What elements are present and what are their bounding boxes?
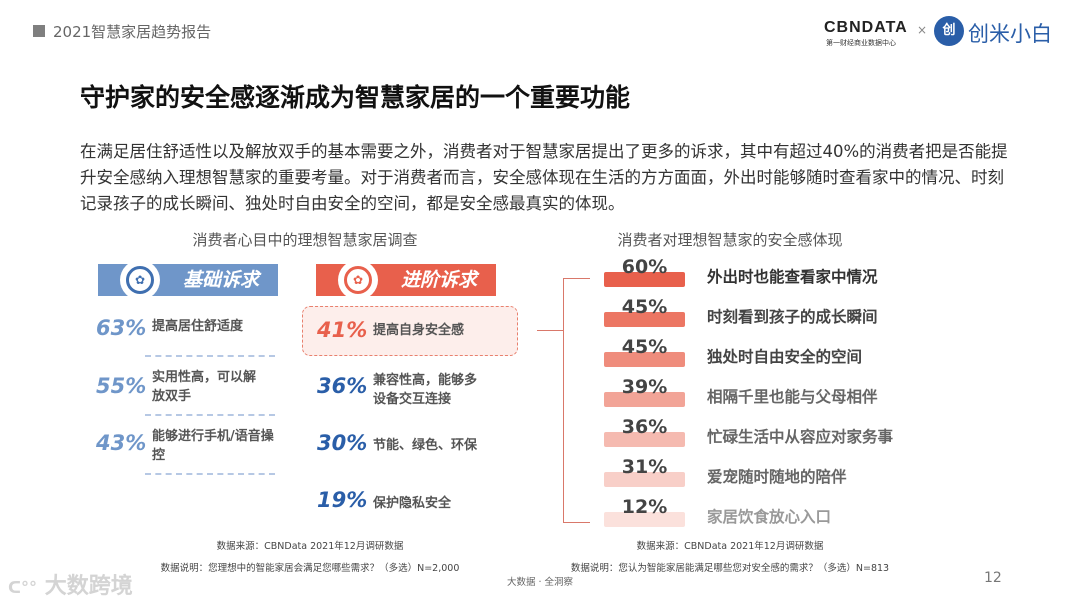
advanced-text: 节能、绿色、环保: [373, 438, 478, 453]
basic-text: 能够进行手机/语音操控: [152, 429, 274, 463]
highlight-box: [302, 306, 518, 356]
safety-bar: [604, 352, 685, 367]
safety-bar: [604, 512, 685, 527]
page-title: 守护家的安全感逐渐成为智慧家居的一个重要功能: [80, 83, 631, 112]
safety-label: 爱宠随时随地的陪伴: [707, 468, 847, 486]
safety-bar: [604, 392, 685, 407]
left-note: 数据说明：您理想中的智能家居会满足您哪些需求？（多选）N=2,000: [160, 563, 460, 574]
watermark-logo-icon: ᑕ°°: [8, 578, 38, 597]
cbndata-logo: CBNDATA: [824, 19, 908, 36]
safety-pct: 36%: [621, 416, 668, 438]
intro-paragraph: 在满足居住舒适性以及解放双手的基本需要之外，消费者对于智慧家居提出了更多的诉求，…: [80, 142, 1008, 213]
basic-pct: 63%: [96, 316, 147, 340]
safety-label: 家居饮食放心入口: [707, 508, 832, 526]
advanced-pct: 30%: [317, 431, 368, 455]
divider: [145, 414, 275, 416]
safety-pct: 39%: [621, 376, 668, 398]
left-section-title: 消费者心目中的理想智慧家居调查: [192, 231, 418, 249]
footer-tagline: 大数据 · 全洞察: [506, 577, 574, 588]
basic-text: 实用性高，可以解放双手: [152, 370, 257, 404]
partner-logo-text: 创米小白: [968, 22, 1052, 46]
basic-needs-label: 基础诉求: [183, 269, 260, 291]
safety-item-row: 12% 家居饮食放心入口: [604, 496, 894, 528]
safety-bar: [604, 312, 685, 327]
safety-item-row: 60% 外出时也能查看家中情况: [604, 256, 894, 288]
advanced-pct: 41%: [317, 318, 368, 342]
watermark: ᑕ°° 大数跨境: [8, 568, 133, 600]
right-source: 数据来源：CBNData 2021年12月调研数据: [636, 541, 824, 552]
connector-line: [537, 330, 564, 331]
advanced-pct: 36%: [317, 374, 368, 398]
safety-item-row: 39% 相隔千里也能与父母相伴: [604, 376, 894, 408]
report-title: 2021智慧家居趋势报告: [53, 23, 212, 41]
safety-label: 外出时也能查看家中情况: [707, 268, 878, 286]
safety-pct: 12%: [621, 496, 668, 518]
safety-pct: 45%: [621, 336, 668, 358]
safety-pct: 60%: [621, 256, 668, 278]
advanced-text: 提高自身安全感: [373, 323, 465, 338]
bracket: [563, 278, 590, 523]
safety-label: 独处时自由安全的空间: [707, 348, 863, 366]
safety-pct: 45%: [621, 296, 668, 318]
header-square-icon: [33, 25, 45, 37]
safety-label: 忙碌生活中从容应对家务事: [707, 428, 894, 446]
safety-item-row: 45% 时刻看到孩子的成长瞬间: [604, 296, 894, 328]
divider: [145, 355, 275, 357]
logo-separator: ×: [917, 23, 928, 37]
right-section-title: 消费者对理想智慧家的安全感体现: [617, 231, 843, 249]
safety-item-row: 31% 爱宠随时随地的陪伴: [604, 456, 894, 488]
basic-text: 提高居住舒适度: [152, 319, 244, 334]
advanced-text: 保护隐私安全: [373, 496, 452, 511]
left-source: 数据来源：CBNData 2021年12月调研数据: [216, 541, 404, 552]
safety-bar: [604, 472, 685, 487]
right-note: 数据说明：您认为智能家居能满足哪些您对安全感的需求？（多选）N=813: [570, 563, 890, 574]
safety-label: 相隔千里也能与父母相伴: [707, 388, 878, 406]
basic-needs-header: ✿ 基础诉求: [98, 260, 278, 300]
safety-bar: [604, 272, 685, 287]
advanced-badge-icon: ✿: [338, 260, 378, 300]
safety-item-row: 45% 独处时自由安全的空间: [604, 336, 894, 368]
basic-pct: 43%: [96, 431, 147, 455]
safety-pct: 31%: [621, 456, 668, 478]
basic-badge-icon: ✿: [120, 260, 160, 300]
advanced-needs-label: 进阶诉求: [401, 269, 478, 291]
basic-pct: 55%: [96, 374, 147, 398]
advanced-pct: 19%: [317, 488, 368, 512]
safety-bar: [604, 432, 685, 447]
cbndata-logo-sub: 第一财经商业数据中心: [826, 39, 896, 47]
safety-label: 时刻看到孩子的成长瞬间: [707, 308, 878, 326]
advanced-needs-header: ✿ 进阶诉求: [316, 260, 496, 300]
watermark-text: 大数跨境: [44, 574, 133, 599]
page-number: 12: [984, 570, 1002, 586]
safety-item-row: 36% 忙碌生活中从容应对家务事: [604, 416, 894, 448]
partner-logo-icon: 创: [934, 16, 964, 46]
advanced-text: 兼容性高，能够多设备交互连接: [373, 373, 478, 407]
divider: [145, 473, 275, 475]
